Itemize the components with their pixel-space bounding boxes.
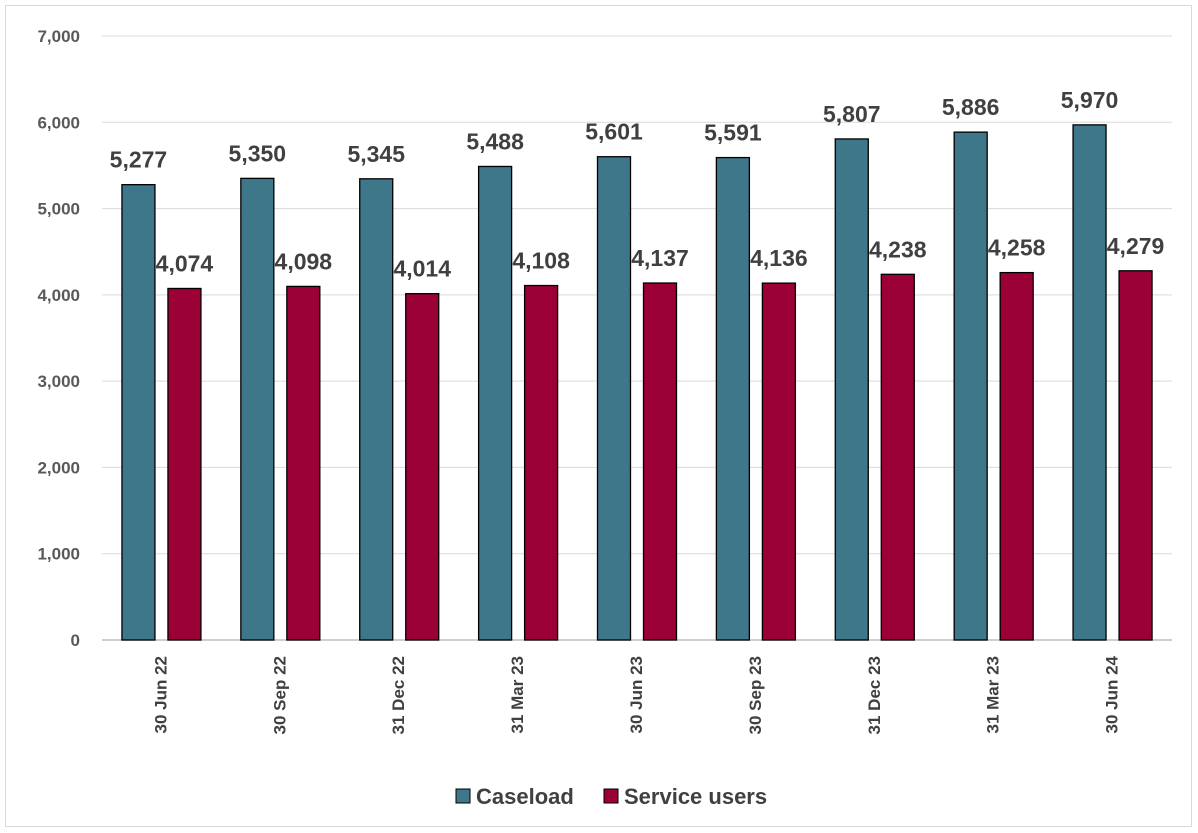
- caseload-data-label: 5,277: [110, 147, 168, 173]
- caseload-data-label: 5,807: [823, 101, 881, 127]
- caseload-data-label: 5,591: [704, 120, 762, 146]
- service-users-bar: [761, 282, 797, 641]
- caseload-data-label: 5,970: [1061, 87, 1119, 113]
- service-users-bar: [1118, 270, 1153, 641]
- service-users-bar: [167, 287, 202, 641]
- service-users-data-label: 4,238: [869, 236, 927, 262]
- y-tick-label: 6,000: [37, 113, 80, 132]
- caseload-bar: [121, 184, 156, 641]
- caseload-data-label: 5,601: [585, 119, 643, 145]
- legend-swatch-caseload: [455, 788, 471, 804]
- service-users-bar: [642, 282, 678, 641]
- service-users-data-label: 4,074: [156, 250, 214, 276]
- y-tick-label: 5,000: [37, 200, 80, 219]
- y-tick-label: 7,000: [37, 27, 80, 46]
- caseload-data-label: 5,345: [347, 141, 405, 167]
- x-tick-label: 31 Mar 23: [984, 656, 1003, 734]
- caseload-bar: [240, 177, 275, 641]
- y-tick-label: 4,000: [37, 286, 80, 305]
- caseload-data-label: 5,886: [942, 94, 1000, 120]
- y-tick-label: 1,000: [37, 545, 80, 564]
- x-tick-label: 30 Sep 22: [270, 656, 289, 734]
- caseload-data-label: 5,350: [229, 140, 287, 166]
- service-users-bar: [880, 273, 915, 641]
- caseload-bar: [359, 178, 394, 641]
- caseload-bar: [715, 156, 751, 641]
- caseload-bar: [1072, 124, 1107, 641]
- service-users-bar: [523, 284, 559, 641]
- caseload-bar: [953, 131, 988, 641]
- caseload-data-label: 5,488: [466, 128, 524, 154]
- x-tick-label: 30 Jun 22: [151, 656, 170, 734]
- service-users-data-label: 4,108: [512, 248, 570, 274]
- legend-swatch-service-users: [603, 788, 619, 804]
- legend-label-service-users: Service users: [624, 784, 767, 809]
- service-users-data-label: 4,258: [988, 235, 1046, 261]
- y-tick-label: 3,000: [37, 372, 80, 391]
- service-users-data-label: 4,137: [631, 245, 689, 271]
- x-tick-label: 30 Sep 23: [746, 656, 765, 734]
- x-tick-label: 31 Mar 23: [508, 656, 527, 734]
- service-users-data-label: 4,098: [275, 248, 333, 274]
- caseload-bar: [834, 138, 869, 641]
- caseload-bar: [596, 156, 632, 641]
- y-tick-label: 0: [71, 631, 80, 650]
- x-tick-label: 30 Jun 24: [1103, 655, 1122, 733]
- y-tick-label: 2,000: [37, 458, 80, 477]
- service-users-data-label: 4,279: [1107, 233, 1165, 259]
- legend-label-caseload: Caseload: [476, 784, 574, 809]
- x-tick-label: 31 Dec 22: [389, 656, 408, 734]
- service-users-data-label: 4,014: [393, 256, 451, 282]
- x-tick-label: 30 Jun 23: [627, 656, 646, 734]
- service-users-bar: [286, 285, 321, 641]
- service-users-data-label: 4,136: [750, 245, 808, 271]
- service-users-bar: [405, 292, 440, 641]
- caseload-bar: [477, 165, 513, 641]
- service-users-bar: [999, 271, 1034, 641]
- x-tick-label: 31 Dec 23: [865, 656, 884, 734]
